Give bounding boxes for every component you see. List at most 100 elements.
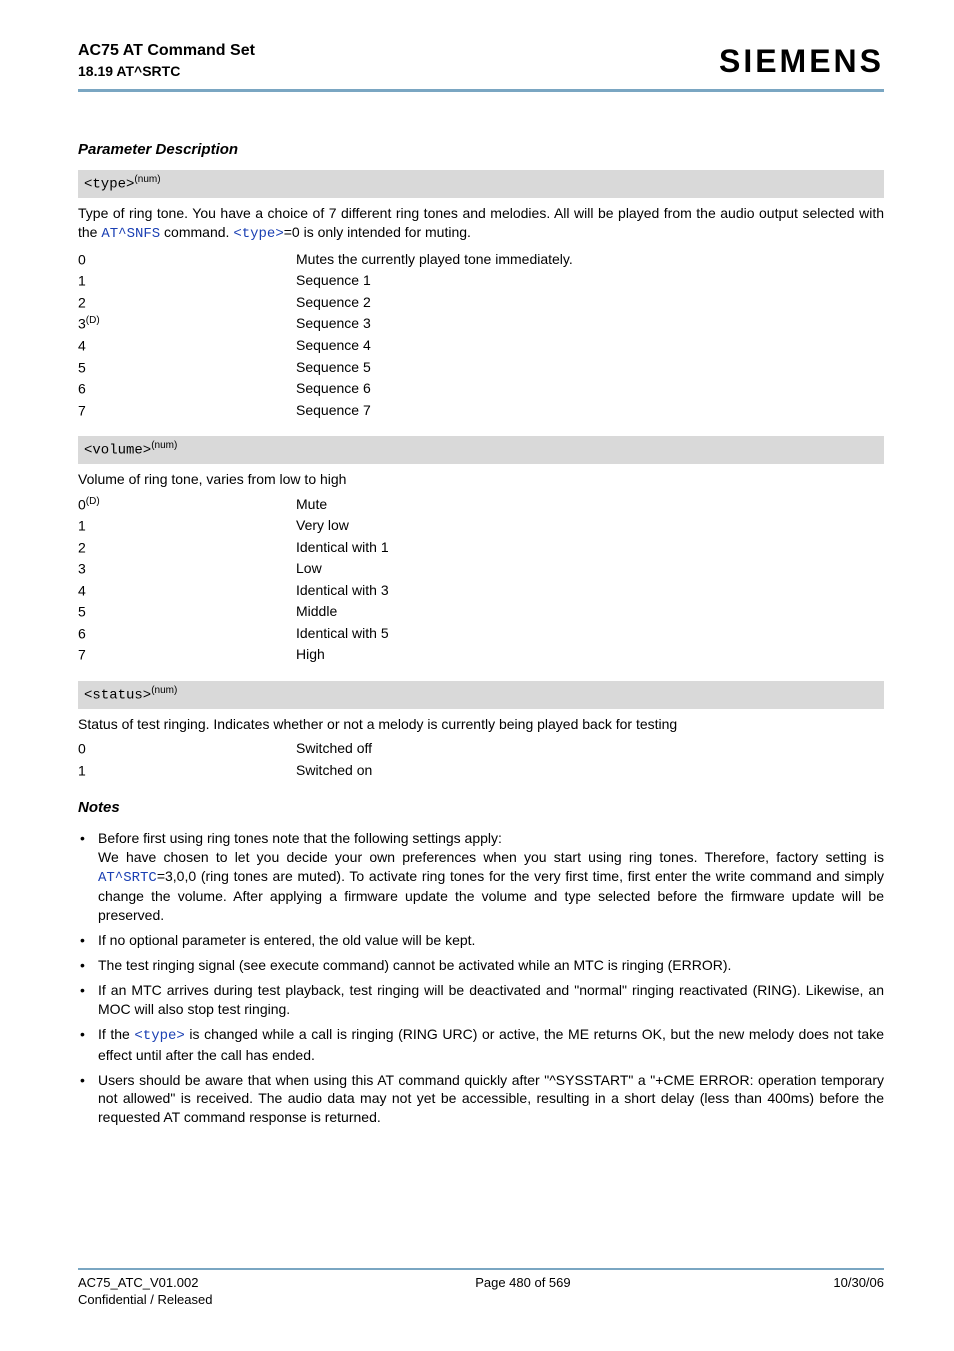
- note-text: Users should be aware that when using th…: [98, 1072, 884, 1126]
- param-volume-sup: (num): [151, 440, 177, 451]
- cell-key: 6: [78, 381, 86, 397]
- cell-val: Very low: [296, 516, 884, 536]
- list-item: Users should be aware that when using th…: [78, 1071, 884, 1128]
- cell-key: 0: [78, 496, 86, 512]
- cell-key: 5: [78, 359, 86, 375]
- list-item: If the <type> is changed while a call is…: [78, 1025, 884, 1065]
- list-item: If an MTC arrives during test playback, …: [78, 981, 884, 1019]
- doc-title: AC75 AT Command Set: [78, 40, 255, 62]
- param-type-name: <type>: [84, 177, 134, 193]
- cell-key: 3: [78, 561, 86, 577]
- param-volume-table: 0(D) Mute 1 Very low 2Identical with 1 3 Lo…: [78, 495, 884, 665]
- cell-val: Sequence 7: [296, 401, 884, 421]
- link-atsnfs[interactable]: AT^SNFS: [101, 226, 160, 242]
- cell-val: Identical with 3: [296, 581, 884, 601]
- cell-key: 5: [78, 604, 86, 620]
- table-row: 1 Switched on: [78, 761, 884, 781]
- table-row: 1Sequence 1: [78, 271, 884, 291]
- table-row: 2 Sequence 2: [78, 293, 884, 313]
- list-item: Before first using ring tones note that …: [78, 829, 884, 925]
- link-type-ref[interactable]: <type>: [233, 226, 283, 242]
- footer-left: AC75_ATC_V01.002 Confidential / Released: [78, 1274, 212, 1309]
- header-rule: [78, 89, 884, 92]
- footer-confidential: Confidential / Released: [78, 1291, 212, 1309]
- table-row: 1 Very low: [78, 516, 884, 536]
- table-row: 7 High: [78, 645, 884, 665]
- cell-val: Identical with 5: [296, 624, 884, 644]
- header-left: AC75 AT Command Set 18.19 AT^SRTC: [78, 40, 255, 80]
- footer-date: 10/30/06: [833, 1274, 884, 1309]
- cell-key: 3: [78, 316, 86, 332]
- note-text: Before first using ring tones note that …: [98, 830, 502, 846]
- param-type-sup: (num): [134, 174, 160, 185]
- section-title: Parameter Description: [78, 140, 884, 160]
- param-status-name: <status>: [84, 688, 151, 704]
- link-type-ref[interactable]: <type>: [134, 1028, 184, 1044]
- param-volume-desc: Volume of ring tone, varies from low to …: [78, 470, 884, 489]
- param-volume-name: <volume>: [84, 443, 151, 459]
- cell-val: Mute: [296, 495, 884, 515]
- param-type-desc-mid: command.: [160, 224, 233, 240]
- cell-val: Sequence 6: [296, 379, 884, 399]
- table-row: 0 Mutes the currently played tone immedia…: [78, 250, 884, 270]
- cell-val: Middle: [296, 602, 884, 622]
- cell-val: Mutes the currently played tone immediat…: [296, 250, 884, 270]
- cell-key: 0: [78, 741, 86, 757]
- param-type-desc-post: =0 is only intended for muting.: [284, 224, 471, 240]
- cell-key: 7: [78, 647, 86, 663]
- brand-logo: SIEMENS: [719, 40, 884, 83]
- note-text: We have chosen to let you decide your ow…: [98, 849, 884, 865]
- cell-val: Sequence 4: [296, 336, 884, 356]
- note-text: If the: [98, 1026, 134, 1042]
- table-row: 4 Sequence 4: [78, 336, 884, 356]
- cell-key: 4: [78, 582, 86, 598]
- list-item: The test ringing signal (see execute com…: [78, 956, 884, 975]
- cell-val: Sequence 3: [296, 314, 884, 334]
- table-row: 6 Identical with 5: [78, 624, 884, 644]
- cell-val: High: [296, 645, 884, 665]
- cell-val: Sequence 5: [296, 358, 884, 378]
- cell-val: Switched on: [296, 761, 884, 781]
- note-text: If an MTC arrives during test playback, …: [98, 982, 884, 1017]
- table-row: 2Identical with 1: [78, 538, 884, 558]
- cell-val: Low: [296, 559, 884, 579]
- link-atsrtc[interactable]: AT^SRTC: [98, 870, 157, 886]
- footer-page: Page 480 of 569: [212, 1274, 833, 1309]
- cell-key: 2: [78, 539, 86, 555]
- table-row: 5 Sequence 5: [78, 358, 884, 378]
- note-text: is changed while a call is ringing (RING…: [98, 1026, 884, 1063]
- param-status-bar: <status>(num): [78, 681, 884, 709]
- table-row: 6 Sequence 6: [78, 379, 884, 399]
- cell-key: 0: [78, 251, 86, 267]
- notes-list: Before first using ring tones note that …: [78, 829, 884, 1127]
- footer-version: AC75_ATC_V01.002: [78, 1274, 212, 1292]
- table-row: 3(D) Sequence 3: [78, 314, 884, 334]
- footer-rule: [78, 1268, 884, 1270]
- table-row: 0(D) Mute: [78, 495, 884, 515]
- doc-subtitle: 18.19 AT^SRTC: [78, 62, 255, 81]
- table-row: 5 Middle: [78, 602, 884, 622]
- param-status-sup: (num): [151, 685, 177, 696]
- cell-key: 7: [78, 402, 86, 418]
- cell-key: 6: [78, 626, 86, 642]
- cell-sup: (D): [86, 315, 100, 326]
- param-type-desc: Type of ring tone. You have a choice of …: [78, 204, 884, 244]
- cell-key: 4: [78, 338, 86, 354]
- param-type-table: 0 Mutes the currently played tone immedia…: [78, 250, 884, 420]
- cell-val: Sequence 2: [296, 293, 884, 313]
- note-text: If no optional parameter is entered, the…: [98, 932, 475, 948]
- cell-sup: (D): [86, 496, 100, 507]
- page-footer: AC75_ATC_V01.002 Confidential / Released…: [78, 1268, 884, 1309]
- param-status-desc: Status of test ringing. Indicates whethe…: [78, 715, 884, 734]
- cell-key: 1: [78, 763, 86, 779]
- param-volume-bar: <volume>(num): [78, 436, 884, 464]
- footer-row: AC75_ATC_V01.002 Confidential / Released…: [78, 1274, 884, 1309]
- cell-key: 1: [78, 518, 86, 534]
- page-body: AC75 AT Command Set 18.19 AT^SRTC SIEMEN…: [0, 0, 954, 1127]
- cell-val: Switched off: [296, 739, 884, 759]
- table-row: 3 Low: [78, 559, 884, 579]
- list-item: If no optional parameter is entered, the…: [78, 931, 884, 950]
- cell-key: 2: [78, 295, 86, 311]
- page-header: AC75 AT Command Set 18.19 AT^SRTC SIEMEN…: [78, 40, 884, 83]
- param-type-bar: <type>(num): [78, 170, 884, 198]
